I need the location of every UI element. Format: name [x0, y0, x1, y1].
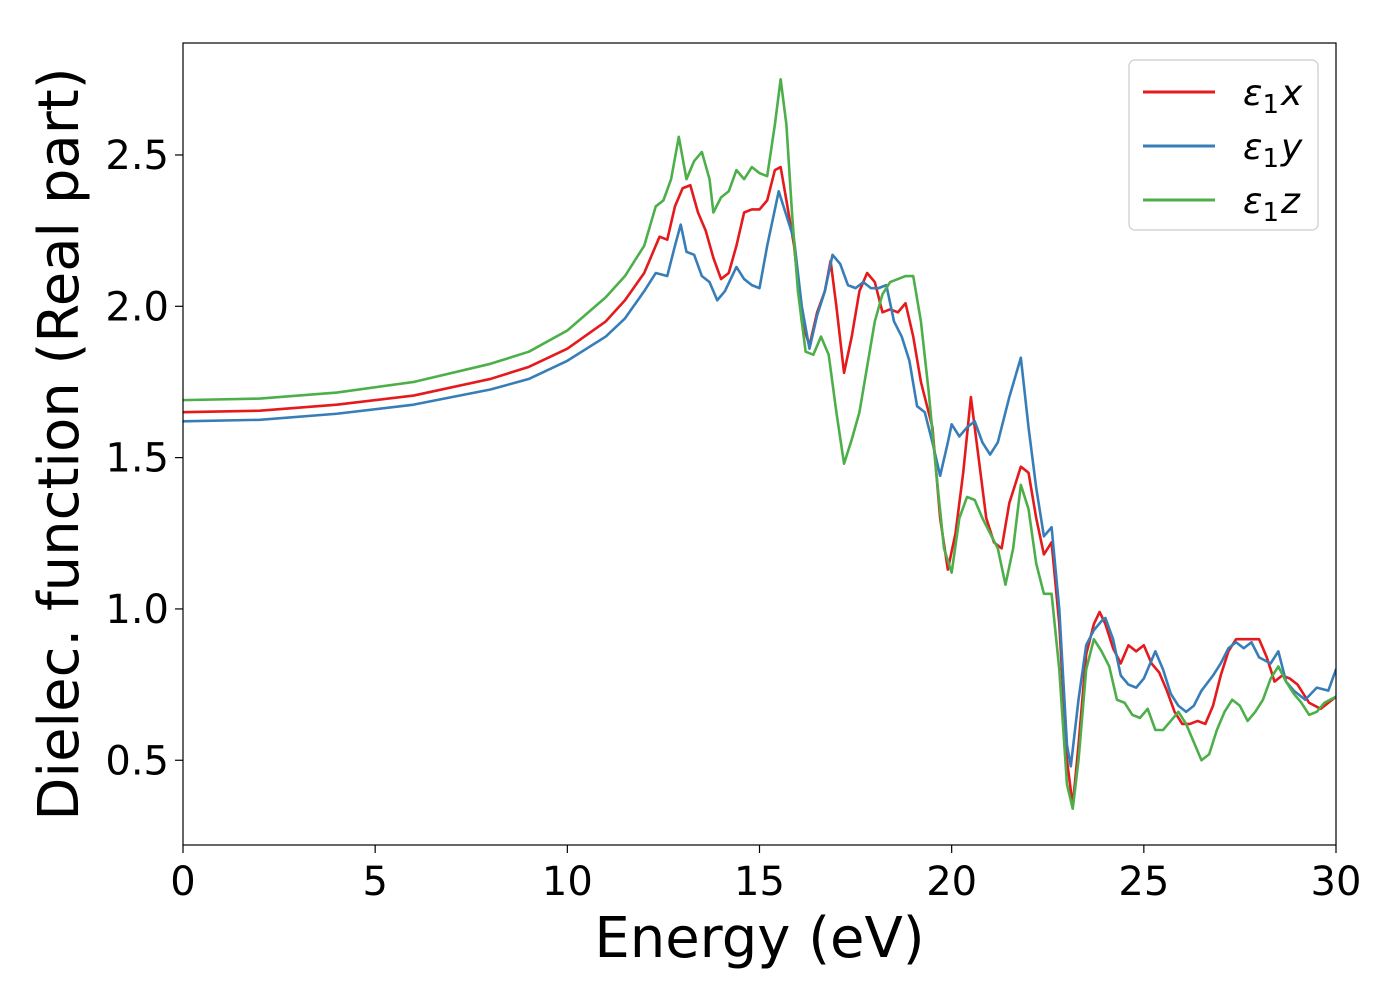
x-axis-label: Energy (eV): [594, 906, 924, 971]
x-axis-ticks: 0 5 10 15 20 25 30: [170, 845, 1361, 905]
x-tick-label: 30: [1311, 859, 1362, 905]
legend-label-x: ε1x: [1243, 73, 1303, 120]
legend-subscript: 1: [1262, 90, 1279, 120]
legend-epsilon: ε: [1243, 73, 1262, 114]
series-line-z: [183, 78, 1336, 810]
x-tick-label: 10: [542, 859, 593, 905]
legend-label-y: ε1y: [1243, 127, 1303, 174]
legend-box: [1128, 59, 1319, 231]
x-tick-label: 5: [362, 859, 387, 905]
y-axis-ticks: 0.5 1.0 1.5 2.0 2.5: [105, 133, 183, 784]
legend-epsilon: ε: [1243, 127, 1262, 168]
legend-variable: y: [1280, 127, 1303, 168]
y-tick-label: 1.5: [105, 436, 169, 482]
series-line-y: [183, 189, 1336, 768]
legend-variable: z: [1280, 181, 1301, 222]
y-tick-label: 2.5: [105, 133, 169, 179]
x-tick-label: 0: [170, 859, 195, 905]
legend-subscript: 1: [1262, 198, 1279, 228]
x-tick-label: 15: [734, 859, 785, 905]
legend-label-z: ε1z: [1243, 181, 1301, 228]
y-tick-label: 2.0: [105, 284, 169, 330]
x-tick-label: 20: [926, 859, 977, 905]
legend-variable: x: [1280, 73, 1303, 114]
y-axis-label: Dielec. function (Real part): [27, 67, 92, 820]
series-lines: [183, 78, 1336, 810]
legend-subscript: 1: [1262, 144, 1279, 174]
y-tick-label: 1.0: [105, 587, 169, 633]
series-line-x: [183, 165, 1336, 807]
x-tick-label: 25: [1118, 859, 1169, 905]
legend-epsilon: ε: [1243, 181, 1262, 222]
y-tick-label: 0.5: [105, 738, 169, 784]
